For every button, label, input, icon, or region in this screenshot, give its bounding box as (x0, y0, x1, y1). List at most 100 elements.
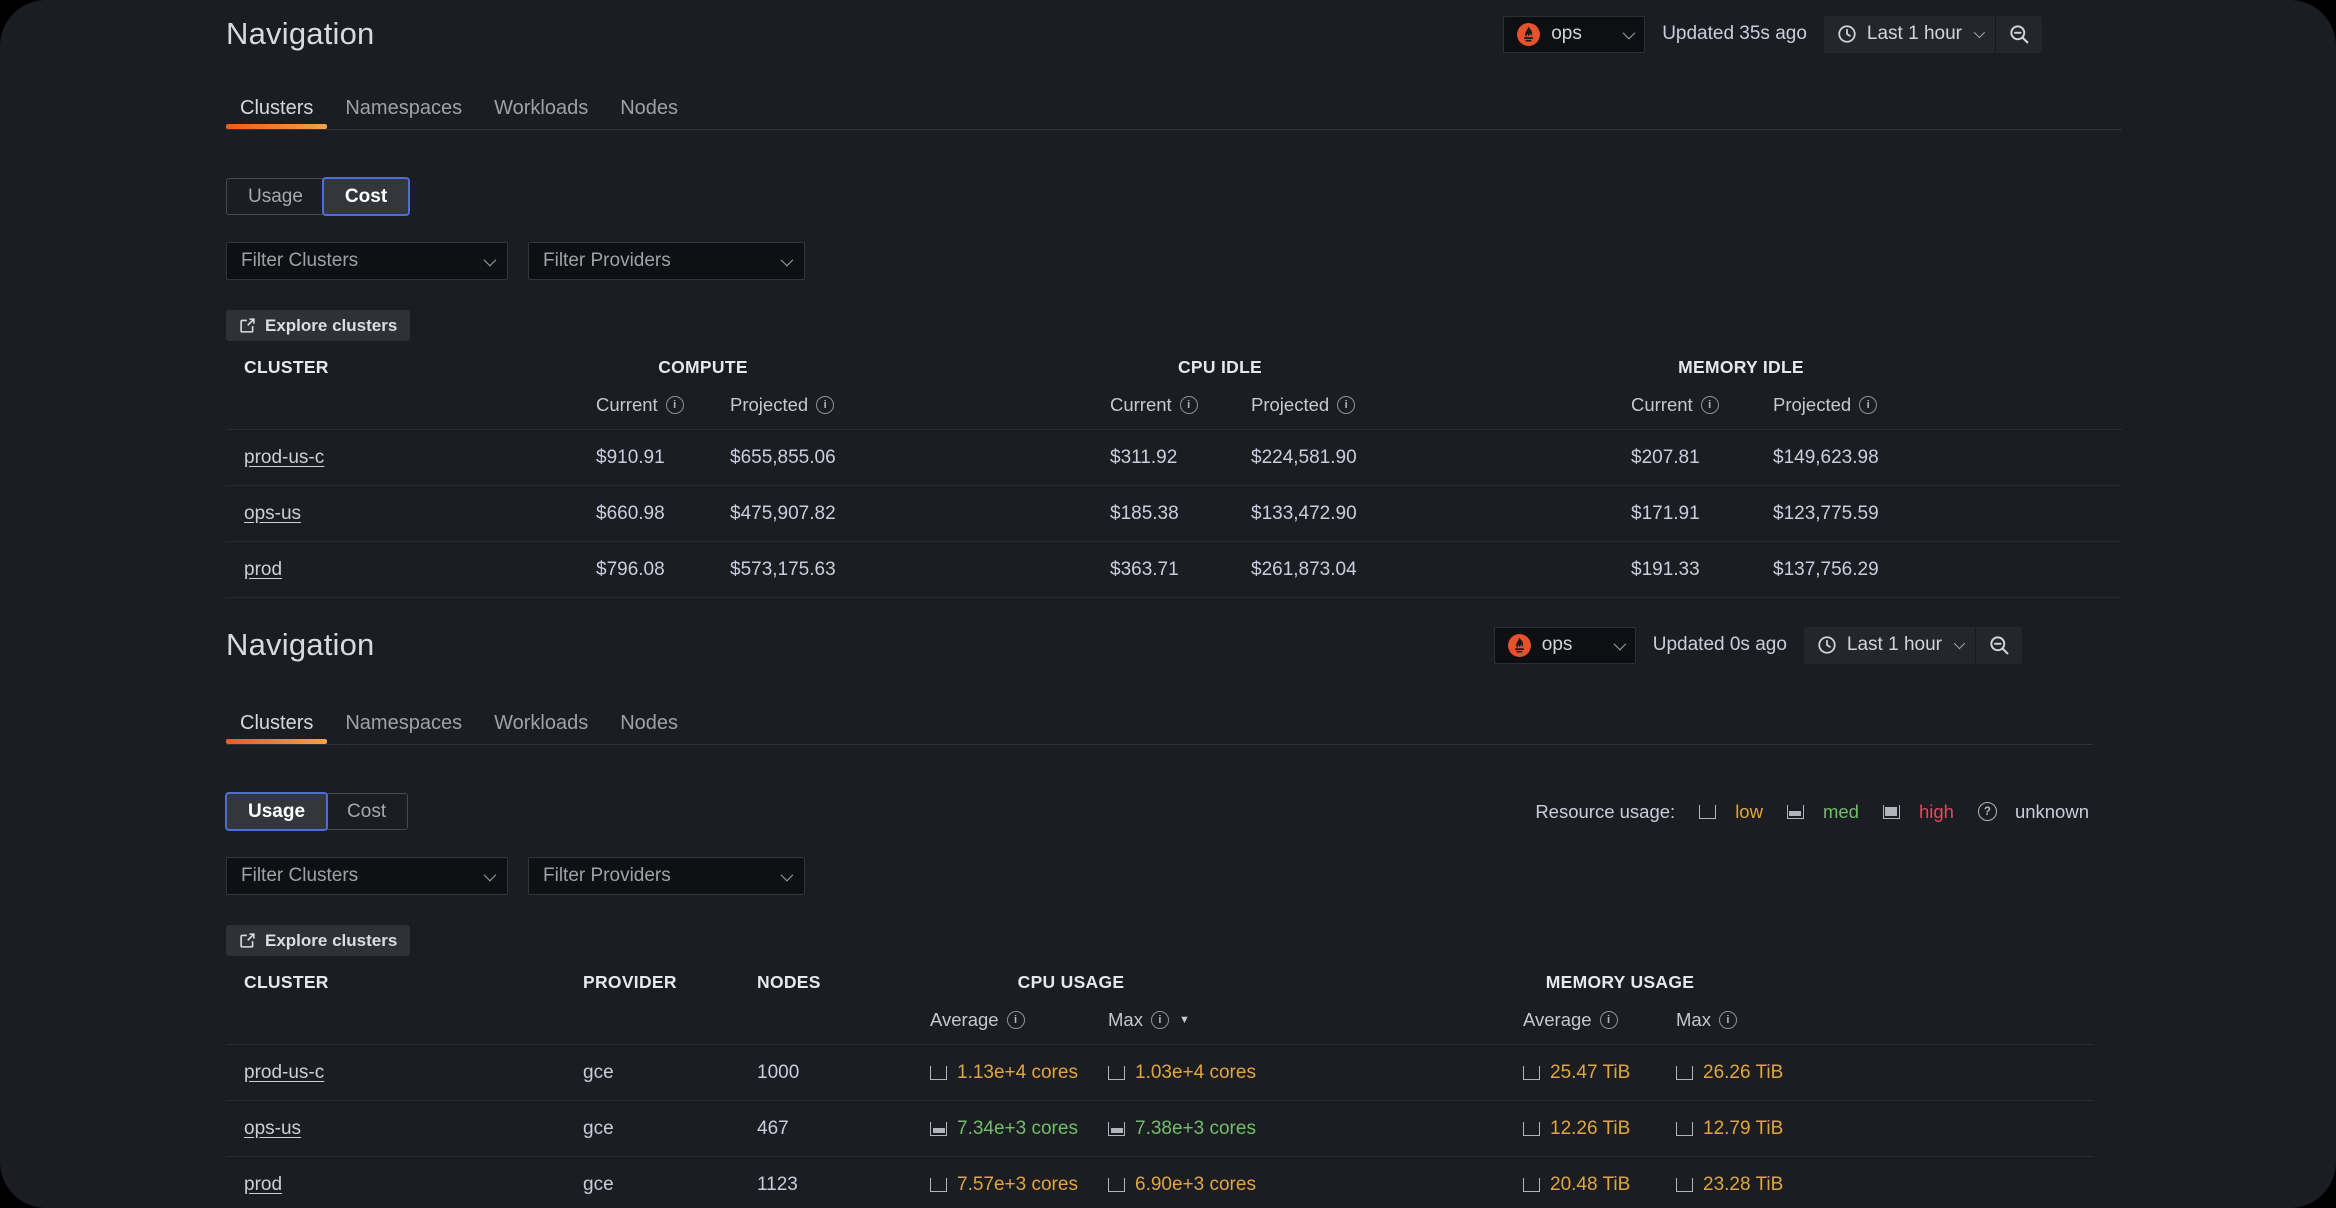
explore-clusters-label: Explore clusters (265, 930, 398, 950)
tab-workloads[interactable]: Workloads (480, 707, 602, 744)
compute-projected-value: $655,855.06 (730, 446, 836, 468)
memory-idle-current-value: $191.33 (1631, 558, 1700, 580)
zoom-out-icon (1989, 635, 2008, 654)
info-icon[interactable]: i (1599, 1011, 1618, 1029)
external-link-icon (240, 933, 255, 948)
cpu-idle-current-value: $311.92 (1110, 446, 1178, 468)
tab-nodes[interactable]: Nodes (606, 92, 692, 129)
column-group-memory-idle: MEMORY IDLE (1678, 357, 1804, 377)
explore-clusters-label: Explore clusters (265, 315, 398, 335)
chevron-down-icon (483, 253, 497, 266)
info-icon[interactable]: i (1179, 396, 1198, 414)
zoom-out-button[interactable] (1975, 626, 2022, 664)
chevron-down-icon (1973, 26, 1986, 39)
tab-label: Clusters (240, 712, 314, 734)
info-icon[interactable]: i (1700, 396, 1719, 414)
table-row: ops-us gce 467 7.34e+3 cores 7.38e+3 cor… (226, 1101, 2093, 1157)
clock-icon (1838, 25, 1856, 43)
usage-value-text: 25.47 TiB (1550, 1061, 1631, 1083)
cluster-link[interactable]: prod-us-c (244, 1061, 325, 1083)
column-group-memory-usage: MEMORY USAGE (1545, 972, 1695, 992)
tab-nodes[interactable]: Nodes (606, 707, 692, 744)
usage-value-text: high (1918, 800, 1954, 822)
med-level-icon (1108, 1121, 1125, 1136)
low-level-icon (930, 1177, 947, 1192)
usage-value-text: unknown (2014, 800, 2089, 822)
info-icon[interactable]: i (1006, 1011, 1025, 1029)
info-icon[interactable]: i (1150, 1011, 1169, 1029)
time-range-label: Last 1 hour (1846, 634, 1942, 655)
tab-clusters[interactable]: Clusters (226, 92, 328, 129)
tab-namespaces[interactable]: Namespaces (331, 92, 476, 129)
info-icon[interactable]: i (1718, 1011, 1737, 1029)
cost-toggle-option[interactable]: Cost (347, 800, 387, 822)
info-icon[interactable]: i (1337, 396, 1356, 414)
tab-namespaces[interactable]: Namespaces (331, 707, 476, 744)
usage-value-text: 26.26 TiB (1703, 1061, 1784, 1083)
cluster-link[interactable]: ops-us (244, 502, 302, 524)
column-group-compute: COMPUTE (658, 357, 748, 377)
legend-item-med: med (1786, 801, 1859, 823)
datasource-picker[interactable]: ops (1493, 626, 1636, 664)
explore-clusters-button[interactable]: Explore clusters (226, 310, 411, 341)
cpu-average-cell: 7.34e+3 cores (930, 1118, 1108, 1140)
low-level-icon (1676, 1065, 1693, 1080)
cpu-max-cell: 1.03e+4 cores (1108, 1062, 1523, 1084)
usage-toggle-option[interactable]: Usage (227, 794, 327, 829)
cluster-link[interactable]: prod (244, 1173, 283, 1195)
info-icon[interactable]: i (816, 396, 835, 414)
info-icon[interactable]: i (665, 396, 684, 414)
page-title: Navigation (226, 16, 375, 51)
filter-clusters-select[interactable]: Filter Clusters (226, 857, 508, 895)
cpu-max-cell: 7.38e+3 cores (1108, 1118, 1523, 1140)
low-level-icon (1523, 1177, 1540, 1192)
cost-toggle-option[interactable]: Cost (323, 179, 409, 214)
datasource-picker[interactable]: ops (1503, 15, 1646, 53)
filter-providers-select[interactable]: Filter Providers (528, 242, 805, 280)
cpu-average-header: Average i (930, 1009, 1108, 1031)
external-link-icon (240, 318, 255, 333)
memory-idle-current-header: Current i (1631, 394, 1773, 416)
filter-placeholder: Filter Providers (543, 865, 671, 886)
time-range-picker[interactable]: Last 1 hour (1804, 627, 1975, 664)
memory-average-cell: 25.47 TiB (1523, 1062, 1676, 1084)
nodes-value: 1000 (757, 1061, 800, 1083)
tab-label: Clusters (240, 97, 314, 119)
tab-clusters[interactable]: Clusters (226, 707, 328, 744)
cluster-link[interactable]: prod (244, 558, 283, 580)
legend-label: Resource usage: (1535, 800, 1676, 822)
filter-providers-select[interactable]: Filter Providers (528, 857, 805, 895)
low-level-icon (1108, 1177, 1125, 1192)
column-group-cluster: CLUSTER (244, 972, 329, 992)
zoom-out-button[interactable] (1995, 15, 2042, 53)
chevron-down-icon (780, 253, 794, 266)
memory-idle-current-value: $171.91 (1631, 502, 1700, 524)
column-group-cpu-usage: CPU USAGE (1017, 972, 1125, 992)
cluster-link[interactable]: prod-us-c (244, 446, 325, 468)
low-level-icon (1108, 1065, 1125, 1080)
header-controls: ops Updated 0s ago Last 1 hour (1493, 626, 2022, 664)
tab-workloads[interactable]: Workloads (480, 92, 602, 129)
low-level-icon (1676, 1121, 1693, 1136)
panel-header: Navigation ops Updated 35s ago (226, 12, 2122, 56)
column-group-cpu-idle: CPU IDLE (1177, 357, 1263, 377)
time-range-picker[interactable]: Last 1 hour (1824, 16, 1995, 53)
page-title: Navigation (226, 627, 375, 662)
memory-average-header: Average i (1523, 1009, 1676, 1031)
provider-value: gce (583, 1117, 614, 1139)
usage-toggle-option[interactable]: Usage (248, 185, 303, 207)
memory-max-header[interactable]: Max i (1676, 1009, 2093, 1031)
cpu-max-header[interactable]: Max i ▼ (1108, 1009, 1190, 1030)
provider-value: gce (583, 1061, 614, 1083)
cluster-link[interactable]: ops-us (244, 1117, 302, 1139)
table-row: ops-us $660.98 $475,907.82 $185.38 $133,… (226, 486, 2122, 542)
info-icon[interactable]: i (1859, 396, 1878, 414)
filter-clusters-select[interactable]: Filter Clusters (226, 242, 508, 280)
tab-bar: Clusters Namespaces Workloads Nodes (226, 92, 2122, 130)
view-toggle-row: Usage Cost (226, 178, 2122, 215)
memory-average-cell: 20.48 TiB (1523, 1174, 1676, 1196)
usage-value-text: 1.13e+4 cores (957, 1061, 1078, 1083)
explore-clusters-button[interactable]: Explore clusters (226, 925, 411, 956)
cpu-idle-projected-value: $133,472.90 (1251, 502, 1357, 524)
